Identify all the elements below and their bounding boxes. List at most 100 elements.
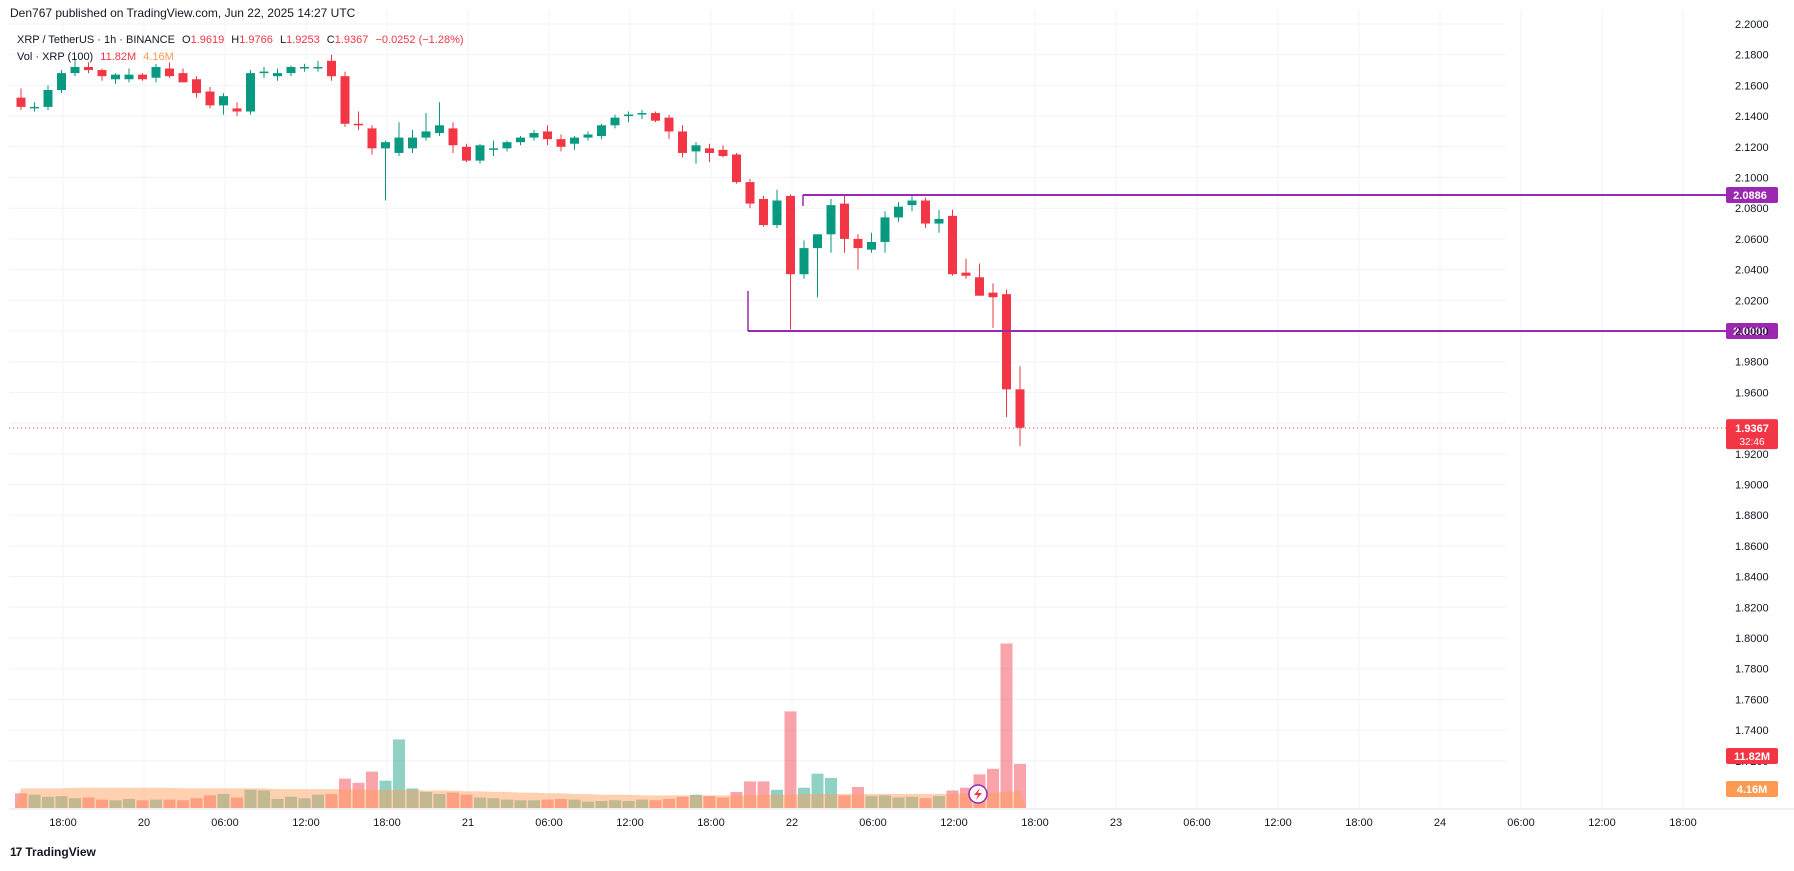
volume-bar <box>204 795 216 808</box>
candle-body <box>1002 294 1011 390</box>
volume-bar <box>622 801 635 808</box>
candle-body <box>948 215 957 275</box>
volume-bar <box>663 798 675 808</box>
candle <box>934 209 944 233</box>
ohlc-change: −0.0252 (−1.28%) <box>375 34 464 46</box>
candle-body <box>678 131 687 153</box>
candle <box>97 68 107 81</box>
candle-body <box>273 73 282 77</box>
candle-body <box>705 148 714 153</box>
volume-bar <box>447 792 459 808</box>
candle-body <box>327 60 336 77</box>
candle <box>529 129 539 141</box>
y-axis-tick-label: 1.9000 <box>1735 480 1769 492</box>
volume-bar <box>703 796 716 808</box>
candle-body <box>934 218 944 224</box>
volume-bar <box>474 797 486 808</box>
volume-bar <box>109 800 122 808</box>
candle <box>408 129 417 153</box>
candle-body <box>637 113 647 115</box>
x-axis-tick-label: 18:00 <box>1021 817 1049 829</box>
volume-bar <box>1000 643 1013 808</box>
candle <box>732 152 741 184</box>
y-axis-tick-label: 1.7600 <box>1735 694 1769 706</box>
y-axis-tick-label: 1.8000 <box>1735 633 1769 645</box>
volume-bar <box>271 798 284 808</box>
candle-body <box>583 134 593 138</box>
candle-body <box>30 106 39 109</box>
volume-legend-value: 11.82M <box>100 51 137 63</box>
volume-bar <box>325 794 338 808</box>
x-axis-tick-label: 20 <box>138 817 150 829</box>
volume-bar <box>636 799 648 808</box>
lightning-icon <box>968 784 988 804</box>
y-axis-tick-label: 2.0200 <box>1735 295 1769 307</box>
candle <box>30 102 39 112</box>
x-axis-tick-label: 12:00 <box>940 817 968 829</box>
volume-bar <box>649 800 662 808</box>
candle-body <box>921 200 930 224</box>
x-axis-tick-label: 06:00 <box>535 817 563 829</box>
volume-bar <box>757 781 770 808</box>
candle-body <box>205 91 215 106</box>
candle <box>1015 366 1025 447</box>
candle <box>907 195 917 212</box>
volume-bar <box>285 796 297 808</box>
x-axis-tick-label: 06:00 <box>1183 817 1211 829</box>
candle-body <box>799 248 809 275</box>
candle <box>178 68 188 83</box>
candle-body <box>259 71 269 74</box>
bar-countdown-label: 32:46 <box>1739 437 1764 448</box>
candle-body <box>421 131 431 138</box>
last-price-tag <box>1726 419 1778 450</box>
tradingview-logo-text: TradingView <box>25 845 96 859</box>
level-price-label: 2.0000 <box>1733 326 1767 338</box>
x-axis-tick-label: 18:00 <box>49 817 77 829</box>
volume-bar <box>136 800 149 808</box>
volume-bar <box>339 778 351 808</box>
candle <box>394 122 404 157</box>
volume-tag <box>1726 748 1778 764</box>
volume-bar <box>379 780 392 808</box>
volume-bar <box>811 773 824 808</box>
candle <box>1002 289 1011 417</box>
y-axis-tick-label: 2.0000 <box>1735 326 1769 338</box>
candle <box>880 211 890 253</box>
volume-bar <box>231 797 243 808</box>
volume-bar <box>798 787 810 808</box>
candle <box>84 62 93 74</box>
candle <box>583 131 593 141</box>
y-axis-tick-label: 2.0400 <box>1735 265 1769 277</box>
volume-bar <box>541 799 554 808</box>
y-axis-tick-label: 2.1600 <box>1735 80 1769 92</box>
candle-body <box>543 131 552 140</box>
volume-bar <box>879 795 891 808</box>
y-axis-tick-label: 1.8800 <box>1735 510 1769 522</box>
candle <box>273 68 282 81</box>
y-axis-tick-label: 2.2000 <box>1735 19 1769 31</box>
level-price-tag <box>1726 323 1778 339</box>
candle-body <box>16 97 26 107</box>
candle <box>556 134 566 152</box>
volume-bar <box>528 800 540 808</box>
candle <box>435 102 444 137</box>
candle-body <box>651 113 660 121</box>
candle <box>921 197 930 229</box>
volume-bar <box>825 777 837 808</box>
candle-body <box>462 146 471 161</box>
candle-body <box>813 234 822 249</box>
symbol-legend: XRP / TetherUS · 1h · BINANCE O1.9619 H1… <box>17 34 468 46</box>
candle <box>786 194 795 330</box>
volume-bar <box>244 789 257 808</box>
y-axis-tick-label: 1.9800 <box>1735 357 1769 369</box>
volume-legend-ma: 4.16M <box>143 51 174 63</box>
candle <box>678 125 687 158</box>
candle <box>894 202 903 223</box>
candle-body <box>961 272 971 276</box>
volume-ma-tag <box>1726 781 1778 797</box>
volume-bar <box>123 798 135 808</box>
tradingview-logo[interactable]: 17 TradingView <box>10 845 96 859</box>
candle-body <box>84 66 93 71</box>
candle-body <box>313 66 323 69</box>
